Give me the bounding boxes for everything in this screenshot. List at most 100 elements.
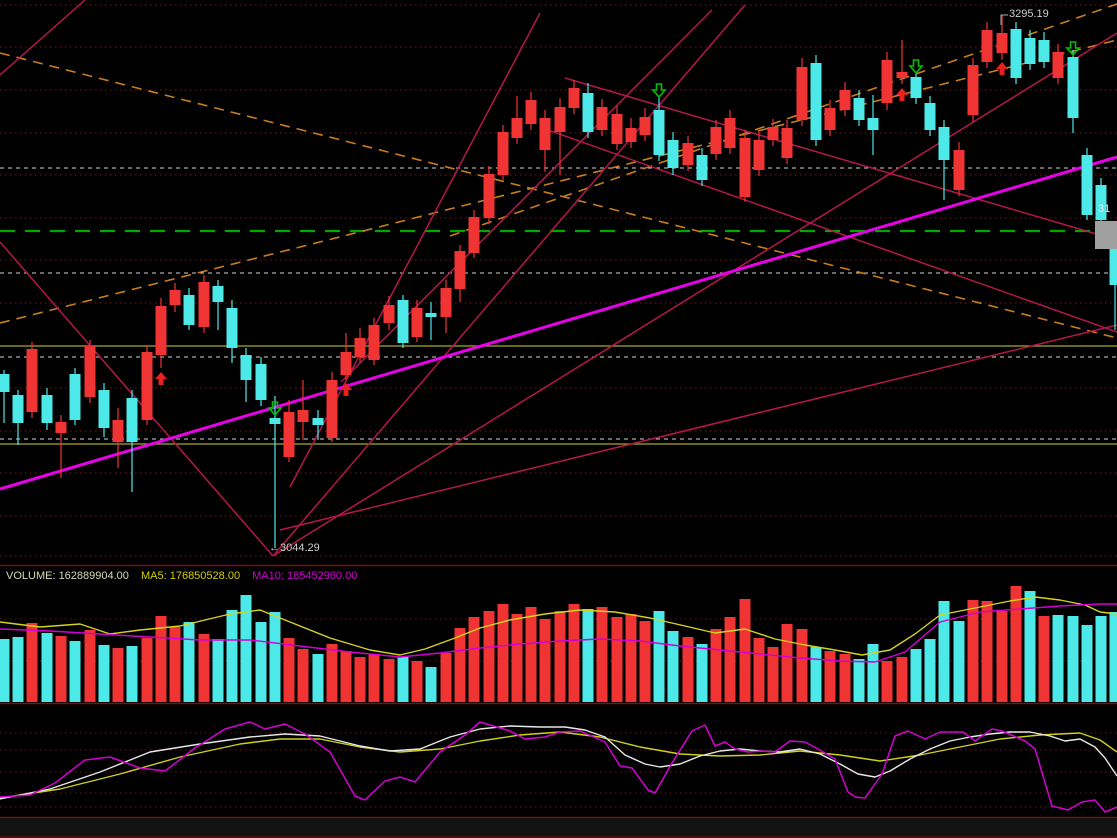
candle-body: [126, 398, 138, 442]
volume-bar: [1081, 625, 1093, 702]
volume-bar: [312, 654, 324, 702]
volume-bar: [1067, 616, 1079, 702]
candle-body: [596, 107, 608, 130]
candle-body: [554, 107, 566, 132]
crimson-fan-line: [272, 4, 746, 557]
volume-bar: [981, 601, 993, 702]
low-price-label: ←3044.29: [269, 542, 320, 554]
candle-body: [839, 90, 851, 110]
candle-body: [454, 251, 466, 289]
candle-body: [696, 155, 708, 180]
volume-bar: [896, 657, 908, 702]
sell-signal-down-arrow-icon: [651, 83, 667, 99]
volume-bar: [84, 630, 96, 702]
candle-body: [1038, 40, 1050, 62]
volume-bar: [340, 651, 352, 702]
candle-body: [1109, 245, 1117, 285]
candle-body: [226, 308, 238, 348]
volume-bar: [497, 604, 509, 702]
volume-bar: [867, 644, 879, 702]
volume-bar: [255, 622, 267, 702]
candle-body: [525, 100, 537, 124]
candle-body: [810, 63, 822, 140]
volume-bar: [625, 614, 637, 702]
candle-body: [354, 338, 366, 357]
buy-signal-up-arrow-icon: [155, 372, 167, 385]
crimson-fan-line: [0, 0, 86, 76]
volume-bar: [653, 611, 665, 702]
candle-body: [98, 390, 110, 428]
volume-bar: [269, 612, 281, 702]
volume-bar: [0, 639, 10, 702]
volume-bar: [112, 648, 124, 702]
candle-body: [1081, 155, 1093, 215]
bottom-strip: [0, 818, 1117, 838]
candle-body: [910, 77, 922, 98]
sell-signal-down-arrow-icon: [908, 59, 924, 75]
candle-body: [739, 138, 751, 197]
sell-signal-down-arrow-icon: [267, 401, 283, 417]
volume-bar: [682, 637, 694, 702]
volume-bar: [425, 667, 437, 702]
volume-bar: [810, 647, 822, 702]
volume-bar: [440, 653, 452, 702]
volume-bar: [169, 627, 181, 702]
candle-body: [896, 72, 908, 78]
candle-body: [639, 117, 651, 135]
volume-bar: [853, 659, 865, 702]
volume-ma5-text: MA5: 176850528.00: [140, 570, 241, 582]
volume-bar: [953, 621, 965, 702]
volume-bar: [483, 611, 495, 702]
volume-bar: [554, 611, 566, 702]
volume-bar: [155, 616, 167, 702]
candle-body: [611, 114, 623, 144]
volume-bar: [411, 661, 423, 702]
volume-bar: [240, 595, 252, 702]
magenta-trendline: [0, 155, 1117, 491]
candle-body: [1010, 29, 1022, 78]
volume-bar: [297, 649, 309, 702]
candle-body: [240, 355, 252, 380]
candle-body: [582, 93, 594, 132]
volume-bar: [796, 629, 808, 702]
volume-bar: [1109, 612, 1117, 702]
crimson-fan-line: [547, 129, 1117, 333]
volume-bar: [767, 647, 779, 702]
volume-ma5-line: [0, 596, 1117, 656]
volume-ma10-text: MA10: 185452960.00: [252, 570, 358, 582]
volume-bar: [525, 607, 537, 702]
candle-body: [853, 98, 865, 120]
volume-bar: [511, 614, 523, 702]
candle-body: [425, 313, 437, 317]
candle-body: [368, 325, 380, 360]
candle-body: [996, 33, 1008, 53]
volume-bar: [739, 599, 751, 702]
candle-body: [26, 349, 38, 412]
candle-body: [981, 30, 993, 62]
candle-body: [938, 127, 950, 160]
candle-body: [625, 128, 637, 142]
volume-bar: [967, 600, 979, 702]
candle-body: [141, 352, 153, 420]
volume-bar: [326, 644, 338, 702]
volume-bar: [212, 639, 224, 702]
candle-body: [397, 300, 409, 343]
volume-bar: [639, 621, 651, 702]
candle-body: [511, 118, 523, 138]
candle-body: [383, 305, 395, 323]
candle-body: [269, 418, 281, 424]
candle-body: [69, 374, 81, 420]
volume-bar: [1095, 616, 1107, 702]
crimson-fan-line: [272, 32, 1117, 557]
candle-body: [682, 143, 694, 165]
volume-bar: [1024, 591, 1036, 702]
candle-body: [497, 132, 509, 175]
candle-body: [255, 364, 267, 400]
candle-body: [169, 290, 181, 305]
volume-bar: [198, 634, 210, 702]
kdj-d-line: [0, 731, 1117, 799]
volume-bar: [1038, 616, 1050, 702]
volume-bar: [12, 637, 24, 702]
